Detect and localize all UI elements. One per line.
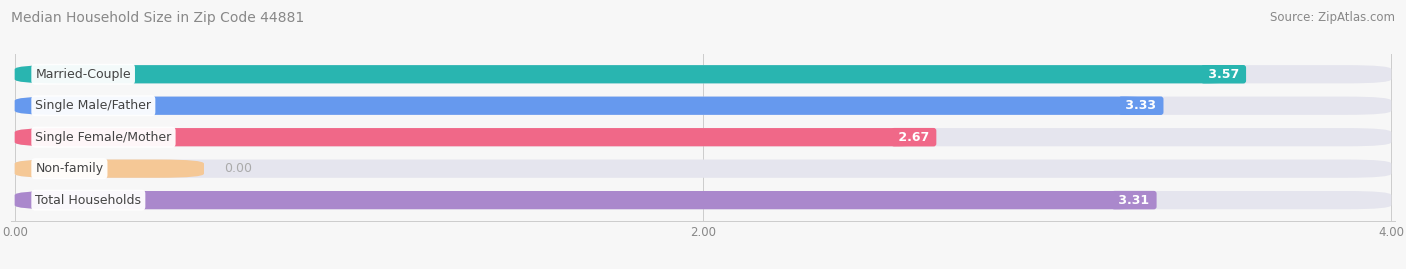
Text: Married-Couple: Married-Couple bbox=[35, 68, 131, 81]
Text: Single Female/Mother: Single Female/Mother bbox=[35, 131, 172, 144]
FancyBboxPatch shape bbox=[14, 65, 1392, 83]
Text: Single Male/Father: Single Male/Father bbox=[35, 99, 152, 112]
Text: 3.33: 3.33 bbox=[1122, 99, 1161, 112]
Text: Median Household Size in Zip Code 44881: Median Household Size in Zip Code 44881 bbox=[11, 11, 305, 25]
Text: 0.00: 0.00 bbox=[225, 162, 253, 175]
FancyBboxPatch shape bbox=[14, 191, 1154, 209]
FancyBboxPatch shape bbox=[14, 97, 1161, 115]
FancyBboxPatch shape bbox=[14, 160, 1392, 178]
Text: Non-family: Non-family bbox=[35, 162, 104, 175]
Text: 3.57: 3.57 bbox=[1204, 68, 1243, 81]
FancyBboxPatch shape bbox=[14, 97, 1392, 115]
Text: 2.67: 2.67 bbox=[894, 131, 934, 144]
FancyBboxPatch shape bbox=[14, 160, 204, 178]
FancyBboxPatch shape bbox=[14, 191, 1392, 209]
FancyBboxPatch shape bbox=[14, 128, 934, 146]
Text: Total Households: Total Households bbox=[35, 194, 142, 207]
Text: Source: ZipAtlas.com: Source: ZipAtlas.com bbox=[1270, 11, 1395, 24]
Text: 3.31: 3.31 bbox=[1115, 194, 1154, 207]
FancyBboxPatch shape bbox=[14, 65, 1243, 83]
FancyBboxPatch shape bbox=[14, 128, 1392, 146]
